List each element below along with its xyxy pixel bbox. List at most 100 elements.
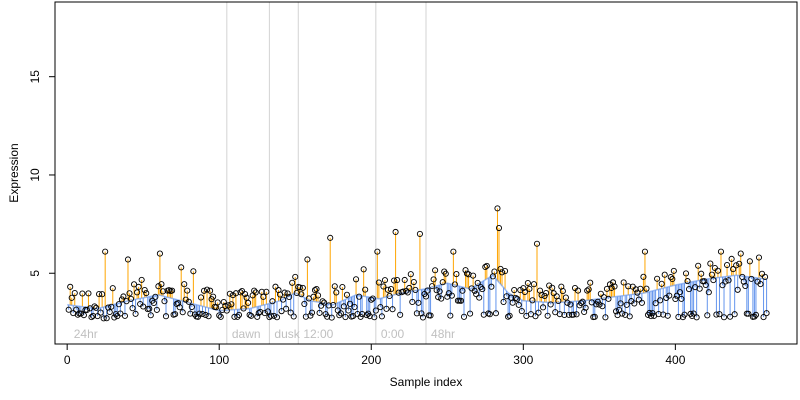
data-point — [599, 303, 606, 310]
data-point — [708, 271, 715, 278]
data-point — [752, 311, 759, 318]
data-point — [165, 287, 173, 294]
data-point — [529, 297, 536, 304]
x-axis-label: Sample index — [390, 375, 463, 389]
data-point — [613, 308, 620, 315]
data-point — [763, 310, 770, 317]
data-point — [693, 314, 700, 321]
data-point — [400, 288, 407, 295]
data-point — [184, 287, 191, 294]
data-point — [655, 311, 662, 318]
data-point — [755, 254, 763, 261]
group-label: 48hr — [431, 327, 455, 341]
data-point — [181, 281, 188, 288]
data-point — [74, 311, 81, 318]
data-point — [722, 278, 729, 285]
data-point — [240, 305, 247, 312]
data-point — [117, 310, 124, 317]
data-point — [85, 290, 92, 297]
data-point — [270, 312, 278, 319]
group-label: dusk — [274, 327, 300, 341]
data-point — [430, 276, 437, 283]
data-point — [742, 282, 749, 289]
y-axis-label: Expression — [7, 143, 21, 202]
data-point — [219, 306, 226, 314]
data-point — [433, 287, 440, 294]
data-point — [336, 312, 343, 319]
data-point — [156, 250, 163, 257]
data-point — [71, 290, 78, 297]
data-point — [324, 313, 331, 320]
data-point — [103, 315, 110, 322]
data-point — [696, 285, 703, 292]
data-point — [509, 299, 516, 306]
x-tick-label: 0 — [64, 353, 71, 367]
data-point — [386, 292, 393, 300]
data-point — [724, 261, 731, 269]
data-point — [714, 267, 721, 274]
data-point — [494, 205, 501, 212]
data-point — [491, 268, 498, 275]
data-point — [298, 291, 305, 298]
data-point — [94, 313, 101, 320]
data-point — [635, 296, 642, 303]
data-point — [730, 266, 737, 273]
data-point — [304, 256, 311, 263]
data-point — [751, 313, 758, 320]
data-point — [521, 288, 528, 296]
data-point — [579, 298, 586, 305]
data-point — [462, 267, 469, 274]
data-point — [147, 312, 154, 319]
data-point — [226, 290, 233, 297]
data-point — [436, 288, 443, 295]
data-point — [427, 312, 434, 319]
data-point — [234, 313, 241, 320]
data-point — [520, 285, 527, 292]
data-point — [65, 306, 72, 313]
data-point — [549, 284, 556, 291]
data-point — [384, 286, 392, 293]
data-point — [345, 307, 352, 314]
data-point — [353, 276, 360, 283]
data-point — [203, 286, 211, 293]
data-point — [199, 310, 206, 318]
data-point — [346, 300, 354, 307]
data-point — [416, 230, 423, 237]
data-point — [287, 309, 294, 316]
data-point — [190, 268, 197, 275]
data-point — [314, 292, 322, 299]
data-point — [359, 310, 366, 318]
data-point — [129, 305, 136, 312]
data-point — [654, 275, 661, 282]
data-point — [737, 250, 744, 257]
data-point — [707, 260, 714, 267]
data-point — [625, 283, 632, 290]
data-point — [284, 290, 291, 297]
data-point — [200, 287, 208, 294]
data-point — [302, 313, 309, 320]
data-point — [68, 294, 75, 301]
data-point — [143, 290, 150, 297]
data-point — [488, 283, 495, 290]
data-point — [210, 293, 217, 300]
data-point — [141, 287, 148, 294]
data-point — [418, 310, 425, 317]
data-point — [272, 283, 279, 290]
data-point — [602, 314, 609, 321]
x-tick-label: 400 — [665, 353, 685, 367]
data-point — [646, 309, 653, 317]
data-point — [131, 281, 138, 288]
data-point — [450, 248, 457, 255]
data-point — [223, 307, 230, 314]
data-point — [565, 311, 572, 318]
data-point — [641, 248, 649, 255]
data-point — [111, 314, 118, 321]
data-point — [301, 300, 308, 307]
data-point — [313, 285, 320, 293]
data-point — [121, 312, 128, 319]
data-point — [559, 288, 566, 295]
data-point — [159, 288, 167, 295]
data-point — [460, 313, 468, 320]
data-point — [225, 302, 232, 309]
data-point — [292, 273, 299, 280]
